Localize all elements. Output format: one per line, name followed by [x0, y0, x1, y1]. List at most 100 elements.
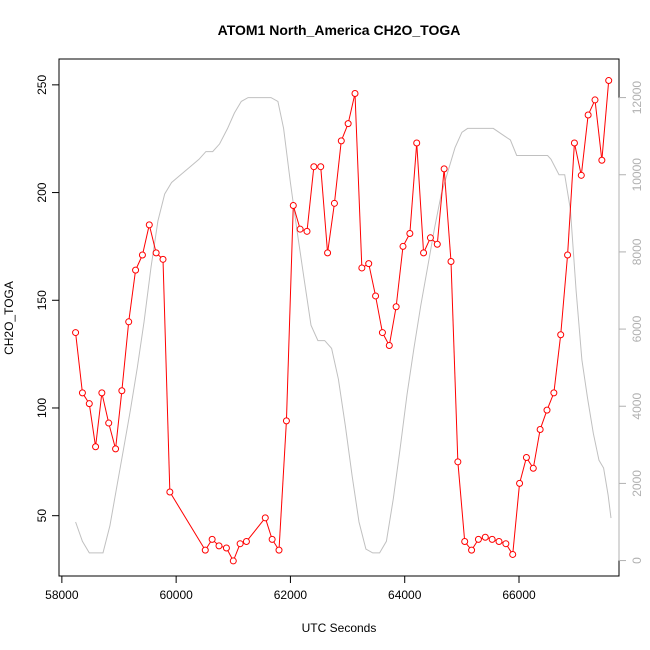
- data-point: [98, 389, 106, 397]
- data-point: [275, 546, 283, 554]
- data-point: [351, 89, 359, 97]
- y-axis-left: 50 100 150 200 250: [35, 75, 60, 523]
- data-point: [372, 292, 380, 300]
- data-point: [208, 535, 216, 543]
- data-point: [591, 96, 599, 104]
- data-point: [550, 389, 558, 397]
- series-segment: [109, 425, 116, 447]
- series-segment: [383, 334, 389, 344]
- series-segment: [115, 393, 123, 446]
- series-segment: [375, 298, 383, 330]
- data-point: [105, 419, 113, 427]
- data-point: [166, 488, 174, 496]
- series-segment: [89, 406, 96, 444]
- y-tick-label: 150: [35, 290, 49, 310]
- y-tick-label: 100: [35, 398, 49, 418]
- series-segment: [581, 117, 589, 173]
- data-point: [564, 251, 572, 259]
- series-segment: [403, 235, 409, 244]
- data-point: [392, 303, 400, 311]
- series-layer: [75, 83, 609, 559]
- data-point: [426, 234, 434, 242]
- y-axis-label: CH2O_TOGA: [2, 281, 16, 355]
- data-point: [502, 540, 510, 548]
- series-segment: [472, 541, 478, 548]
- data-point: [522, 454, 530, 462]
- data-point: [125, 318, 133, 326]
- data-point: [282, 417, 290, 425]
- series-segment: [594, 102, 603, 158]
- series-segment: [601, 83, 609, 158]
- series-segment: [389, 309, 397, 343]
- data-point: [159, 255, 167, 263]
- series-segment: [206, 541, 211, 548]
- series-segment: [457, 464, 465, 539]
- series-segment: [567, 145, 575, 253]
- series-segment: [233, 546, 240, 559]
- data-point: [344, 120, 352, 128]
- series-segment: [395, 249, 404, 304]
- data-point: [420, 249, 428, 257]
- data-point: [261, 514, 269, 522]
- data-point: [138, 251, 146, 259]
- data-point: [488, 535, 496, 543]
- series-segment: [128, 273, 136, 319]
- data-point: [112, 445, 120, 453]
- data-point: [324, 249, 332, 257]
- data-point: [454, 458, 462, 466]
- data-point: [303, 227, 311, 235]
- y2-tick-label: 0: [630, 557, 644, 564]
- y2-tick-label: 4000: [630, 393, 644, 420]
- y2-tick-label: 6000: [630, 315, 644, 342]
- data-point: [310, 163, 318, 171]
- y2-tick-label: 12000: [630, 81, 644, 115]
- series-segment: [432, 239, 436, 243]
- series-segment: [95, 395, 103, 444]
- series-segment: [273, 541, 278, 548]
- series-segment: [424, 240, 430, 251]
- y-axis-right: 0 2000 4000 6000 8000 10000 12000: [618, 81, 644, 564]
- data-point: [495, 538, 503, 546]
- data-point: [461, 538, 469, 546]
- x-tick-label: 62000: [274, 588, 308, 602]
- data-point: [378, 329, 386, 337]
- data-point: [358, 264, 366, 272]
- series-segment: [574, 145, 582, 173]
- x-axis: 58000 60000 62000 64000 66000: [45, 575, 536, 602]
- data-point: [543, 406, 551, 414]
- altitude-line: [75, 97, 612, 554]
- data-point: [584, 111, 592, 119]
- series-segment: [341, 126, 348, 139]
- x-axis-label: UTC Seconds: [302, 621, 377, 635]
- series-segment: [507, 545, 512, 553]
- series-segment: [547, 395, 554, 408]
- y-tick-label: 50: [35, 509, 49, 523]
- series-segment: [540, 412, 547, 427]
- series-segment: [437, 171, 445, 242]
- series-segment: [136, 257, 142, 268]
- data-point: [118, 387, 126, 395]
- series-segment: [162, 262, 171, 490]
- data-point: [229, 557, 237, 565]
- data-point: [268, 535, 276, 543]
- series-segment: [306, 169, 315, 229]
- data-point: [474, 535, 482, 543]
- series-segment: [560, 257, 568, 332]
- data-point: [413, 139, 421, 147]
- data-point: [433, 240, 441, 248]
- series-segment: [553, 337, 561, 390]
- data-point: [337, 137, 345, 145]
- data-point: [236, 540, 244, 548]
- series-segment: [149, 227, 156, 251]
- plot-area: [58, 58, 620, 577]
- data-point: [317, 163, 325, 171]
- series-segment: [293, 208, 300, 227]
- y2-tick-label: 8000: [630, 238, 644, 265]
- x-tick-label: 64000: [388, 588, 422, 602]
- series-segment: [83, 395, 89, 402]
- data-point: [399, 242, 407, 250]
- data-point: [509, 550, 517, 558]
- y-tick-label: 200: [35, 182, 49, 202]
- data-point: [201, 546, 209, 554]
